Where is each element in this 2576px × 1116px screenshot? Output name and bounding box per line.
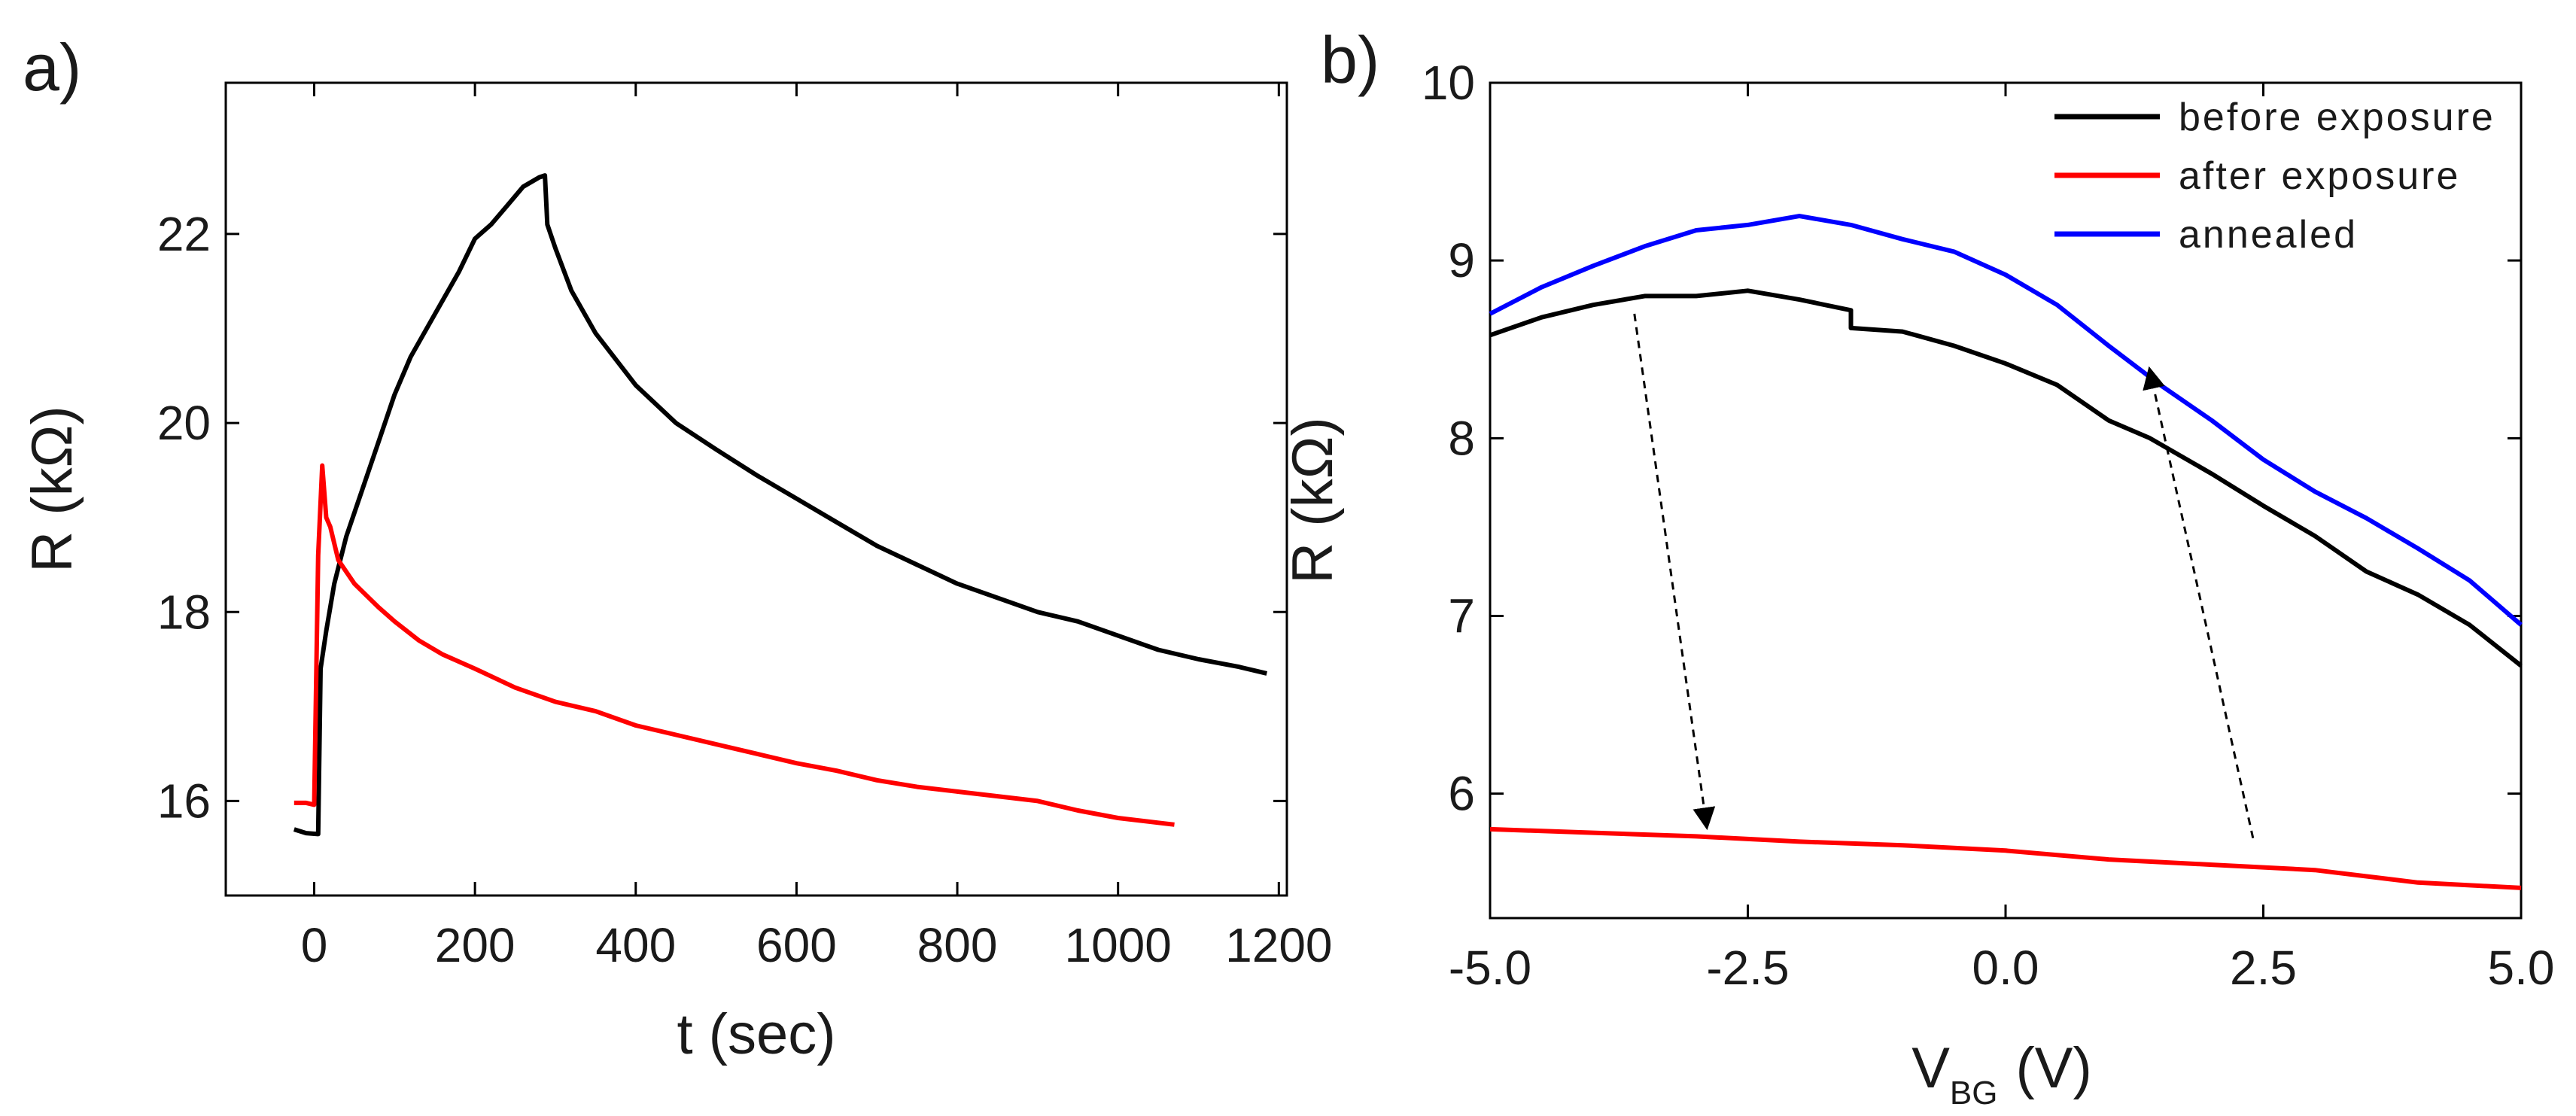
axis-ticks-b: -5.0 -2.5 0.0 2.5 5.0 6 7 8 9 10 [1422, 56, 2555, 995]
panel-b-label: b) [1321, 23, 1379, 97]
x-tick-label: -5.0 [1449, 941, 1531, 995]
x-tick-label: 2.5 [2230, 941, 2297, 995]
y-tick-label: 16 [157, 774, 211, 828]
x-axis-label-b: VBG (V) [1911, 1036, 2092, 1111]
y-tick-label: 6 [1448, 767, 1475, 821]
x-tick-label: 600 [756, 918, 837, 972]
series-line-black [293, 173, 1267, 837]
plot-frame-a [224, 81, 1288, 897]
x-tick-label: -2.5 [1706, 941, 1789, 995]
series-line-after-exposure [1489, 826, 2522, 890]
y-tick-label: 18 [157, 585, 211, 639]
legend-label: before exposure [2179, 96, 2495, 139]
x-axis-label-b-main: V [1911, 1036, 1950, 1100]
legend-label: annealed [2179, 213, 2358, 257]
axis-ticks-a: 0 200 400 600 800 1000 1200 16 18 20 22 [157, 83, 1333, 972]
x-axis-label-b-unit: (V) [2015, 1036, 2091, 1100]
arrow-annotation [2143, 366, 2255, 839]
x-tick-label: 1200 [1225, 918, 1332, 972]
y-tick-label: 22 [157, 207, 211, 261]
y-tick-label: 9 [1448, 233, 1475, 287]
y-axis-label-a: R (kΩ) [20, 406, 84, 572]
series-group-a [293, 173, 1267, 837]
x-tick-label: 0.0 [1972, 941, 2039, 995]
x-tick-label: 400 [595, 918, 676, 972]
x-tick-label: 0 [301, 918, 328, 972]
series-line-annealed [1489, 214, 2523, 627]
y-tick-label: 20 [157, 396, 211, 450]
chart-panel-b: -5.0 -2.5 0.0 2.5 5.0 6 7 8 9 10 before exposure a… [1281, 56, 2554, 1111]
y-axis-label-b: R (kΩ) [1281, 417, 1345, 583]
series-group-b [1489, 214, 2523, 890]
x-tick-label: 5.0 [2488, 941, 2555, 995]
y-tick-label: 8 [1448, 411, 1475, 465]
legend-label: after exposure [2179, 154, 2460, 198]
y-tick-label: 10 [1422, 56, 1475, 110]
legend: before exposure after exposure annealed [2054, 96, 2495, 257]
series-line-red [293, 463, 1175, 827]
x-axis-label-a: t (sec) [677, 1002, 835, 1066]
y-tick-label: 7 [1448, 589, 1475, 643]
series-line-before-exposure [1489, 288, 2523, 667]
x-tick-label: 200 [435, 918, 516, 972]
arrow-annotations [1633, 313, 2255, 839]
chart-panel-a: 0 200 400 600 800 1000 1200 16 18 20 22 t (sec) R … [20, 81, 1333, 1066]
x-tick-label: 800 [917, 918, 998, 972]
x-tick-label: 1000 [1064, 918, 1171, 972]
x-axis-label-b-sub: BG [1950, 1075, 1998, 1111]
plot-frame-b [1489, 81, 2523, 920]
arrow-annotation [1633, 313, 1716, 831]
panel-a-label: a) [23, 30, 81, 105]
